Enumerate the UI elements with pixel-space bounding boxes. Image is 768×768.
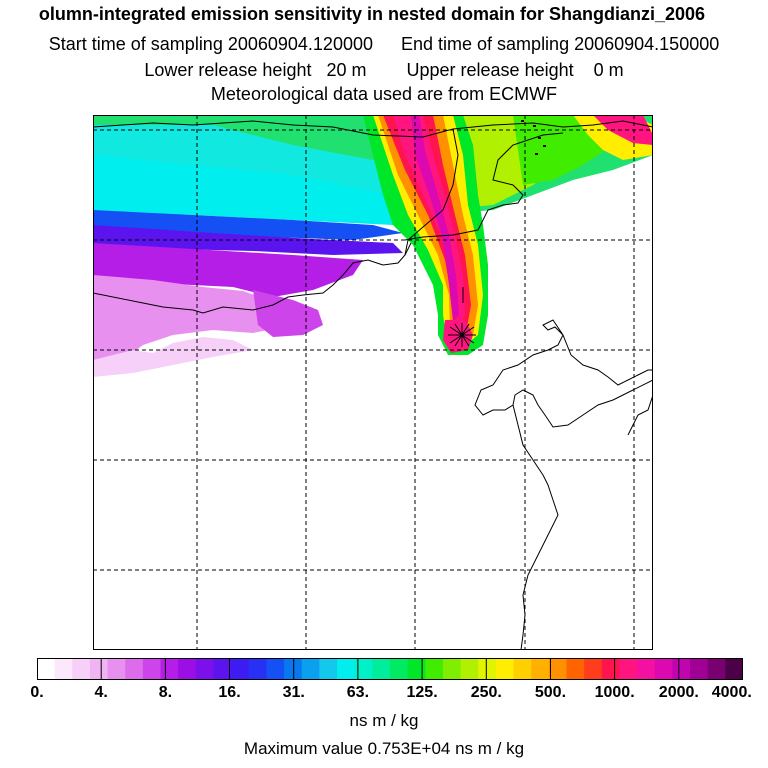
colorbar-cell [337, 658, 356, 680]
graticule [93, 115, 653, 650]
colorbar-cell [195, 658, 214, 680]
colorbar-tick-label: 500. [534, 684, 567, 701]
colorbar-cell [178, 658, 197, 680]
map-title: olumn-integrated emission sensitivity in… [38, 4, 706, 24]
coastlines [93, 120, 653, 650]
sensitivity-map [93, 115, 653, 650]
max-value-label: Maximum value 0.753E+04 ns m / kg [243, 739, 525, 758]
colorbar-cell [284, 658, 303, 680]
field-band-pink [93, 337, 253, 377]
colorbar-cell [654, 658, 673, 680]
met-data-label: Meteorological data used are from ECMWF [210, 84, 558, 104]
colorbar-cell [531, 658, 550, 680]
colorbar-cell [407, 658, 426, 680]
field-band-purple [93, 243, 363, 297]
colorbar-tick-label: 63. [346, 684, 370, 701]
coastline-north [93, 120, 653, 138]
colorbar-cell [107, 658, 126, 680]
colorbar-cell [142, 658, 162, 680]
colorbar-cell [725, 658, 743, 680]
colorbar-cell [301, 658, 320, 680]
colorbar-cell [619, 658, 638, 680]
colorbar-cell [690, 658, 709, 680]
upper-release-label: Upper release height 0 m [406, 60, 624, 80]
lower-release-label: Lower release height 20 m [144, 60, 367, 80]
colorbar-cell [89, 658, 109, 680]
sensitivity-field [93, 115, 653, 377]
colorbar-cell [707, 658, 726, 680]
sampling-times: Start time of sampling 20060904.120000 En… [0, 34, 768, 55]
colorbar-cell [548, 658, 567, 680]
colorbar-cell [672, 658, 691, 680]
field-band-cyan-2 [93, 155, 423, 225]
colorbar-cell [601, 658, 620, 680]
island-markers [521, 120, 546, 155]
colorbar-tick-label: 2000. [658, 684, 699, 701]
colorbar-tick-label: 16. [218, 684, 241, 701]
colorbar-tick-label: 4. [94, 684, 108, 701]
coastline-korea [93, 128, 459, 314]
release-heights: Lower release height 20 m Upper release h… [0, 60, 768, 81]
colorbar-frame [37, 658, 743, 680]
colorbar-cell [460, 658, 479, 680]
colorbar-cell [478, 658, 497, 680]
colorbar-cell [160, 658, 179, 680]
colorbar-tick-label: 0. [30, 684, 44, 701]
receptor-star-icon [448, 323, 476, 347]
colorbar-cell [495, 658, 515, 680]
colorbar-cell [354, 658, 373, 680]
coastline-south [474, 319, 653, 428]
colorbar-cell [54, 658, 73, 680]
colorbar-cells [37, 658, 743, 680]
colorbar-tick-label: 1000. [594, 684, 635, 701]
plume-core [411, 115, 459, 321]
field-band-blue [93, 210, 403, 240]
colorbar-cell [231, 658, 250, 680]
start-time-label: Start time of sampling 20060904.120000 [48, 34, 373, 54]
colorbar-cell [566, 658, 585, 680]
colorbar-tick-label: 250. [470, 684, 502, 701]
colorbar-ticks [37, 658, 743, 680]
colorbar-cell [266, 658, 285, 680]
colorbar-cell [442, 658, 462, 680]
colorbar [37, 658, 743, 680]
colorbar-tick-label: 8. [158, 684, 173, 701]
source-patch [443, 320, 473, 353]
colorbar-units: ns m / kg [349, 711, 419, 730]
coastline-east-edge [627, 394, 653, 436]
colorbar-cell [37, 658, 56, 680]
colorbar-tick-label: 31. [282, 684, 305, 701]
colorbar-cell [213, 658, 232, 680]
colorbar-tick-label: 4000. [711, 684, 752, 701]
colorbar-cell [513, 658, 532, 680]
map-frame [93, 115, 653, 650]
colorbar-cell [248, 658, 267, 680]
colorbar-cell [372, 658, 391, 680]
colorbar-cell [319, 658, 338, 680]
colorbar-cell [637, 658, 656, 680]
coastline-peninsula [404, 242, 412, 256]
end-time-label: End time of sampling 20060904.150000 [401, 34, 720, 54]
colorbar-cell [72, 658, 91, 680]
colorbar-cell [584, 658, 603, 680]
coastline-bay [404, 132, 564, 241]
colorbar-cell [390, 658, 409, 680]
colorbar-cell [425, 658, 444, 680]
colorbar-cell [125, 658, 144, 680]
coastline-china-east [512, 404, 559, 650]
colorbar-tick-label: 125. [406, 684, 438, 701]
